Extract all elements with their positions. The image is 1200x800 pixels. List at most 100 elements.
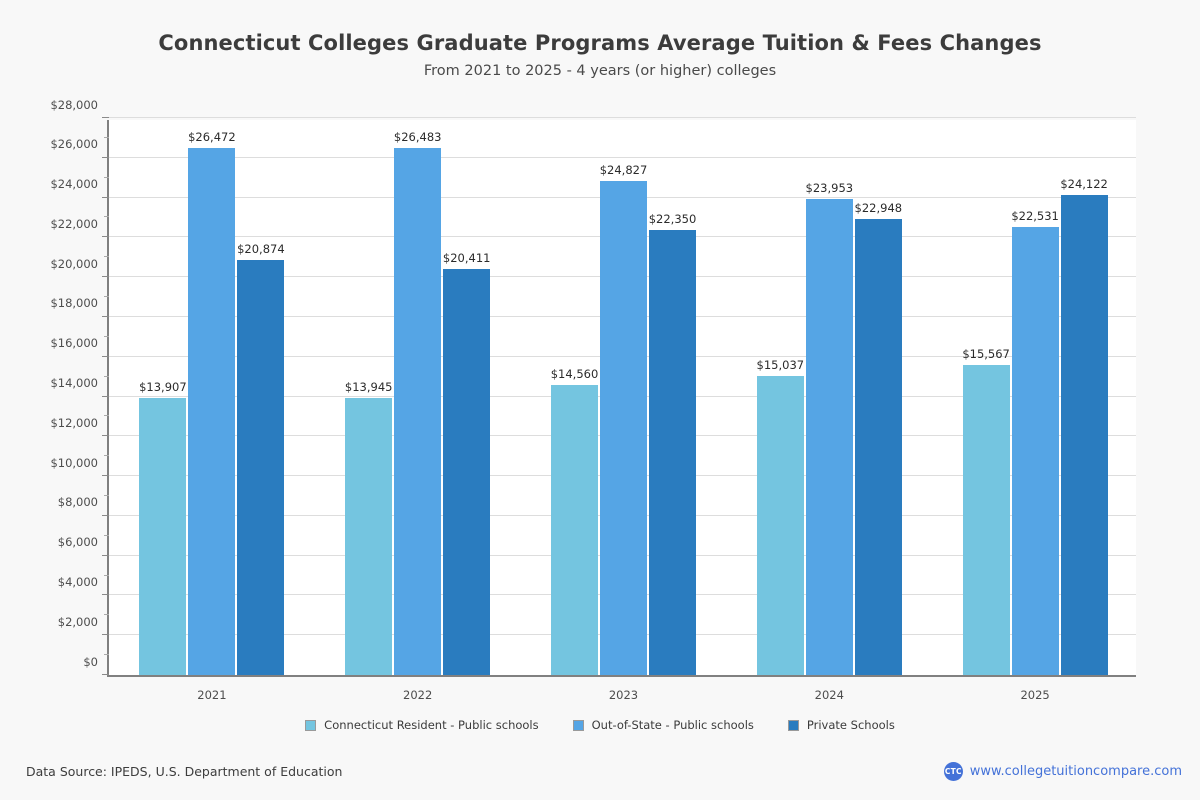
bar[interactable]: $22,948 (855, 201, 902, 675)
x-axis-label: 2025 (1020, 688, 1050, 702)
y-axis-label: $0 (83, 654, 98, 669)
page-subtitle: From 2021 to 2025 - 4 years (or higher) … (423, 63, 777, 79)
bar[interactable]: $15,567 (962, 347, 1010, 675)
y-axis-tick (102, 236, 109, 238)
bar-value-label: $20,411 (442, 250, 491, 265)
y-axis-label: $18,000 (50, 296, 98, 311)
bar-group-2022: $13,945 $26,483 $20,411 2022 (345, 120, 491, 702)
bar[interactable]: $13,945 (345, 380, 392, 675)
brand-website-link[interactable]: www.collegetuitioncompare.com (969, 764, 1182, 779)
y-axis-minor-tick (104, 256, 109, 258)
legend-item[interactable]: Connecticut Resident - Public schools (305, 718, 539, 732)
gridline (109, 156, 1136, 158)
y-axis-tick (102, 276, 109, 278)
bar[interactable]: $15,037 (757, 358, 804, 675)
y-axis-label: $24,000 (50, 177, 98, 192)
y-axis-label: $22,000 (50, 216, 98, 231)
y-axis-label: $16,000 (50, 336, 98, 351)
bar[interactable]: $26,472 (188, 130, 236, 675)
y-axis-tick (102, 395, 109, 397)
legend-swatch-icon (305, 719, 317, 731)
bar-value-label: $15,567 (962, 347, 1010, 362)
data-source-text: Data Source: IPEDS, U.S. Department of E… (26, 764, 343, 779)
bar-value-label: $23,953 (805, 180, 854, 195)
bar-value-label: $15,037 (756, 357, 805, 372)
legend-item[interactable]: Private Schools (787, 718, 895, 732)
bar-group-2023: $14,560 $24,827 $22,350 2023 (551, 120, 697, 702)
bar-value-label: $24,122 (1060, 177, 1108, 192)
legend-swatch-icon (787, 719, 799, 731)
legend-label: Out-of-State - Public schools (591, 718, 754, 732)
chart-legend: Connecticut Resident - Public schools Out… (0, 718, 1200, 732)
gridline (109, 117, 1136, 118)
x-axis-label: 2021 (197, 688, 227, 702)
legend-swatch-icon (572, 719, 584, 731)
y-axis-tick (102, 315, 109, 317)
y-axis-label: $20,000 (50, 256, 98, 271)
plot-area: $0 $2,000 $4,000 $6,000 $8,000 $10,000 $12,000… (50, 98, 1136, 702)
y-axis-minor-tick (104, 654, 109, 656)
brand-footer[interactable]: CTC www.collegetuitioncompare.com (943, 762, 1182, 781)
bar-value-label: $22,948 (854, 200, 903, 215)
bar[interactable]: $24,122 (1060, 177, 1108, 675)
bar-value-label: $14,560 (550, 367, 599, 382)
y-axis-tick (102, 674, 109, 675)
y-axis-tick (102, 594, 109, 596)
y-axis-minor-tick (104, 574, 109, 576)
bar-group-2021: $13,907 $26,472 $20,874 2021 (139, 120, 285, 702)
y-axis-tick (102, 475, 109, 477)
y-axis-tick (102, 435, 109, 437)
y-axis-label: $2,000 (57, 614, 98, 629)
bar[interactable]: $22,350 (649, 212, 696, 675)
y-axis-minor-tick (104, 534, 109, 536)
bar[interactable]: $13,907 (139, 380, 187, 675)
bar-group-2024: $15,037 $23,953 $22,948 2024 (757, 120, 903, 702)
y-axis-label: $12,000 (50, 415, 98, 430)
y-axis-label: $10,000 (50, 455, 98, 470)
bar[interactable]: $26,483 (394, 130, 441, 675)
y-axis-minor-tick (104, 216, 109, 218)
y-axis-minor-tick (104, 296, 109, 298)
page-title: Connecticut Colleges Graduate Programs A… (158, 31, 1042, 55)
y-axis-label: $6,000 (57, 535, 98, 550)
bar[interactable]: $23,953 (806, 181, 853, 675)
chart-plot-wrapper: $0 $2,000 $4,000 $6,000 $8,000 $10,000 $12,000… (50, 98, 1136, 702)
bar-value-label: $26,472 (188, 130, 236, 145)
bar-value-label: $13,945 (344, 379, 393, 394)
y-axis-tick (102, 634, 109, 636)
bar[interactable]: $24,827 (600, 163, 647, 675)
bar[interactable]: $22,531 (1011, 209, 1059, 675)
x-axis-label: 2023 (608, 688, 639, 702)
legend-item[interactable]: Out-of-State - Public schools (572, 718, 754, 732)
bar-value-label: $13,907 (139, 380, 187, 395)
y-axis-label: $14,000 (50, 376, 98, 390)
bar-value-label: $26,483 (393, 130, 442, 145)
y-axis-tick (102, 117, 109, 118)
y-axis-minor-tick (104, 375, 109, 377)
x-axis-label: 2024 (814, 688, 844, 702)
bar[interactable]: $20,874 (237, 242, 285, 675)
bar[interactable]: $20,411 (443, 251, 490, 675)
y-axis-minor-tick (104, 415, 109, 417)
bar[interactable]: $14,560 (551, 367, 598, 675)
legend-label: Connecticut Resident - Public schools (324, 718, 539, 732)
bar-value-label: $20,874 (237, 241, 285, 256)
y-axis-tick (102, 355, 109, 357)
chart-header: Connecticut Colleges Graduate Programs A… (0, 30, 1200, 81)
y-axis-label: $4,000 (57, 574, 98, 589)
y-axis-label: $8,000 (57, 495, 98, 510)
y-axis-minor-tick (104, 335, 109, 337)
y-axis-minor-tick (104, 455, 109, 457)
y-axis-tick (102, 196, 109, 198)
ctc-logo-icon: CTC (943, 762, 963, 781)
bar-value-label: $22,531 (1011, 208, 1059, 223)
x-axis-label: 2022 (403, 688, 433, 702)
y-axis-label: $26,000 (50, 137, 98, 152)
y-axis-tick (102, 156, 109, 158)
y-axis-label: $28,000 (50, 97, 98, 112)
y-axis-minor-tick (104, 136, 109, 138)
y-axis-minor-tick (104, 494, 109, 496)
bar-value-label: $24,827 (599, 163, 648, 178)
y-axis-tick (102, 554, 109, 556)
bar-value-label: $22,350 (648, 212, 697, 227)
